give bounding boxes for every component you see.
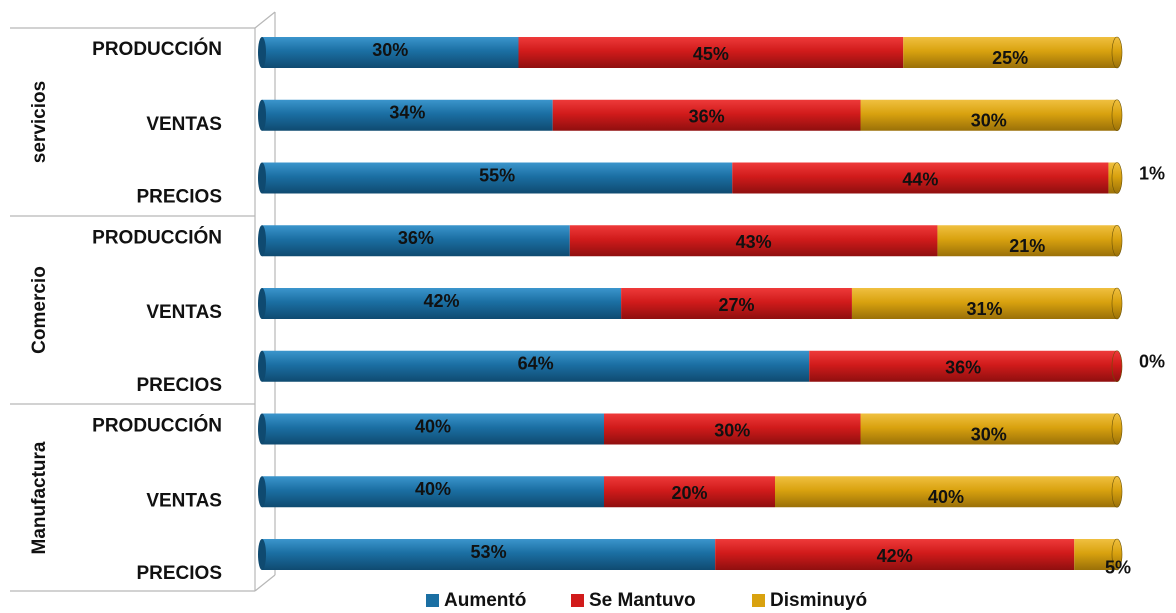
bar-segment-aumentó: [262, 37, 519, 68]
data-label: 25%: [992, 48, 1028, 68]
data-label: 5%: [1105, 557, 1131, 577]
group-label-manufactura: Manufactura: [29, 441, 50, 554]
bar-right-cap: [1111, 36, 1123, 69]
bar-right-cap: [1111, 162, 1123, 194]
data-label: 30%: [714, 420, 750, 440]
group-label-servicios: servicios: [29, 81, 50, 163]
bar-segment-se-mantuvo: [552, 99, 861, 131]
category-label: PRODUCCIÓN: [92, 226, 222, 248]
bar-segment-se-mantuvo: [732, 162, 1109, 194]
legend-swatch-disminuyó: [752, 594, 765, 607]
bar-segment-disminuyó: [937, 225, 1117, 257]
bar-segment-disminuyó: [860, 413, 1117, 445]
legend-swatch-aumentó: [426, 594, 439, 607]
bar-left-cap: [258, 225, 266, 257]
data-label: 36%: [945, 358, 981, 378]
bar-segment-aumentó: [262, 350, 810, 382]
bar-right-cap: [1111, 350, 1123, 383]
bar-segment-aumentó: [262, 413, 604, 445]
group-label-comercio: Comercio: [29, 266, 50, 354]
legend-label: Se Mantuvo: [589, 590, 696, 611]
bar-left-cap: [258, 413, 266, 445]
bar-segment-se-mantuvo: [809, 350, 1117, 382]
legend-label: Aumentó: [444, 590, 526, 611]
legend-swatch-se-mantuvo: [571, 594, 584, 607]
data-label: 21%: [1009, 236, 1045, 256]
data-label: 36%: [689, 107, 725, 127]
bar-right-cap: [1111, 99, 1123, 132]
category-labels: servicios PRODUCCIÓN VENTAS PRECIOS Comercio…: [29, 38, 222, 584]
data-label: 27%: [719, 295, 755, 315]
bar-segment-disminuyó: [851, 288, 1117, 319]
bar-segment-aumentó: [262, 225, 570, 257]
bar-segment-se-mantuvo: [621, 288, 852, 319]
bar-left-cap: [258, 350, 266, 382]
bar-right-cap: [1111, 538, 1123, 571]
bar-segment-aumentó: [262, 99, 553, 131]
data-label: 31%: [966, 299, 1002, 319]
data-label: 36%: [398, 228, 434, 248]
category-label: PRODUCCIÓN: [92, 415, 222, 437]
category-label: PRODUCCIÓN: [92, 38, 222, 60]
bar-right-cap: [1111, 475, 1123, 508]
bar-right-cap: [1111, 287, 1123, 320]
bar-segment-aumentó: [262, 162, 733, 194]
data-label: 64%: [518, 354, 554, 374]
bar-segment-disminuyó: [903, 37, 1117, 68]
bar-segment-se-mantuvo: [518, 37, 904, 68]
bar-segment-aumentó: [262, 539, 716, 570]
plot-bars: 30% 45% 25% 34% 36% 30% 55% 44% 1% 36% 43% 21% 42% 27…: [258, 36, 1165, 577]
bar-left-cap: [258, 539, 266, 570]
bar-segment-se-mantuvo: [604, 413, 861, 445]
data-label: 44%: [902, 169, 938, 189]
bar-segment-se-mantuvo: [715, 539, 1075, 570]
data-label: 43%: [736, 232, 772, 252]
bar-right-cap: [1111, 413, 1123, 445]
bar-segment-disminuyó: [775, 476, 1117, 508]
bar-segment-aumentó: [262, 476, 604, 508]
category-label: VENTAS: [146, 114, 222, 135]
bar-segment-disminuyó: [1074, 539, 1117, 570]
data-label: 30%: [971, 424, 1007, 444]
bar-left-cap: [258, 476, 266, 508]
bar-left-cap: [258, 37, 266, 68]
legend-label: Disminuyó: [770, 590, 867, 611]
category-label: VENTAS: [146, 302, 222, 323]
bar-segment-disminuyó: [860, 99, 1117, 131]
data-label: 20%: [671, 483, 707, 503]
bar-right-cap: [1111, 224, 1123, 257]
data-label: 55%: [479, 165, 515, 185]
category-label: PRECIOS: [136, 187, 222, 208]
data-label: 0%: [1139, 352, 1165, 372]
data-label: 40%: [415, 416, 451, 436]
bar-left-cap: [258, 288, 266, 319]
legend: Aumentó Se Mantuvo Disminuyó: [426, 590, 867, 611]
data-label: 1%: [1139, 163, 1165, 183]
data-label: 40%: [928, 487, 964, 507]
data-label: 42%: [424, 291, 460, 311]
bar-segment-aumentó: [262, 288, 622, 319]
category-label: VENTAS: [146, 490, 222, 511]
bar-segment-se-mantuvo: [569, 225, 938, 257]
data-label: 30%: [971, 111, 1007, 131]
data-label: 53%: [471, 542, 507, 562]
bar-left-cap: [258, 99, 266, 131]
data-label: 40%: [415, 479, 451, 499]
category-label: PRECIOS: [136, 375, 222, 396]
data-label: 45%: [693, 44, 729, 64]
category-label: PRECIOS: [136, 563, 222, 584]
data-label: 34%: [389, 103, 425, 123]
data-label: 42%: [877, 546, 913, 566]
data-label: 30%: [372, 40, 408, 60]
bar-segment-se-mantuvo: [604, 476, 775, 508]
bar-left-cap: [258, 162, 266, 194]
